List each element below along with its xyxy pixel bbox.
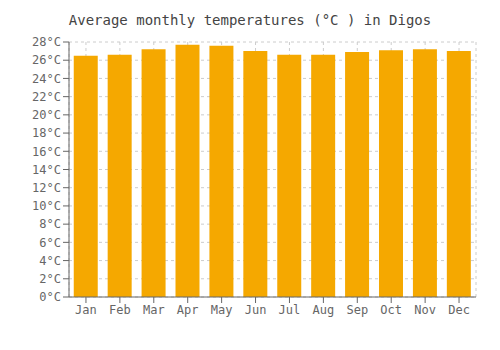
svg-text:Jan: Jan <box>75 303 97 317</box>
svg-text:Jun: Jun <box>245 303 267 317</box>
svg-text:Feb: Feb <box>109 303 131 317</box>
html-text:Average monthly temperatures (: Average monthly temperatures (°C ) in Di… <box>68 12 432 28</box>
svg-text:16°C: 16°C <box>32 145 61 159</box>
svg-text:Jul: Jul <box>279 303 301 317</box>
svg-text:Apr: Apr <box>177 303 199 317</box>
svg-text:Dec: Dec <box>448 303 470 317</box>
svg-text:Oct: Oct <box>380 303 402 317</box>
svg-text:Nov: Nov <box>414 303 436 317</box>
svg-text:14°C: 14°C <box>32 163 61 177</box>
svg-text:8°C: 8°C <box>39 217 61 231</box>
svg-text:4°C: 4°C <box>39 254 61 268</box>
svg-text:0°C: 0°C <box>39 290 61 304</box>
svg-text:Mar: Mar <box>143 303 165 317</box>
svg-text:22°C: 22°C <box>32 90 61 104</box>
svg-text:6°C: 6°C <box>39 236 61 250</box>
svg-text:28°C: 28°C <box>32 35 61 49</box>
svg-text:May: May <box>211 303 233 317</box>
svg-text:24°C: 24°C <box>32 72 61 86</box>
svg-text:Sep: Sep <box>346 303 368 317</box>
svg-text:2°C: 2°C <box>39 272 61 286</box>
svg-text:20°C: 20°C <box>32 108 61 122</box>
svg-text:18°C: 18°C <box>32 126 61 140</box>
svg-text:10°C: 10°C <box>32 199 61 213</box>
svg-text:Aug: Aug <box>313 303 335 317</box>
svg-text:12°C: 12°C <box>32 181 61 195</box>
svg-text:26°C: 26°C <box>32 53 61 67</box>
